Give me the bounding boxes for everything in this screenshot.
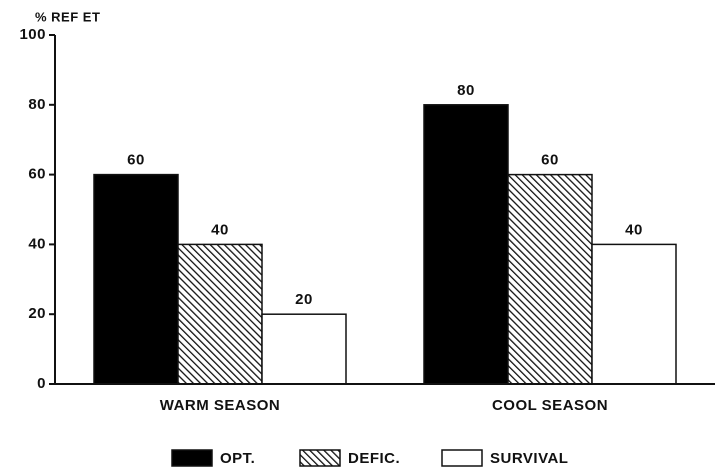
- bar: [261, 313, 347, 385]
- y-tick-label: 60: [28, 166, 46, 183]
- bar: [507, 173, 593, 385]
- y-tick-label: 0: [37, 375, 46, 392]
- x-tick-label: COOL SEASON: [492, 397, 608, 414]
- x-tick-label: WARM SEASON: [160, 397, 281, 414]
- legend-swatch: [299, 449, 341, 467]
- y-tick-label: 100: [19, 26, 46, 43]
- legend-swatch: [441, 449, 483, 467]
- data-label: 40: [625, 221, 643, 238]
- bar: [423, 104, 509, 385]
- y-tick-label: 40: [28, 235, 46, 252]
- legend-label: SURVIVAL: [490, 450, 568, 467]
- data-label: 20: [295, 291, 313, 308]
- bar: [591, 243, 677, 385]
- y-tick-label: 80: [28, 96, 46, 113]
- legend-label: DEFIC.: [348, 450, 400, 467]
- data-label: 60: [541, 152, 559, 169]
- bar: [177, 243, 263, 385]
- data-label: 60: [127, 152, 145, 169]
- data-label: 80: [457, 82, 475, 99]
- y-tick-label: 20: [28, 305, 46, 322]
- y-axis-label: % REF ET: [35, 9, 100, 24]
- legend-swatch: [171, 449, 213, 467]
- legend-label: OPT.: [220, 450, 255, 467]
- data-label: 40: [211, 221, 229, 238]
- bar: [93, 173, 179, 385]
